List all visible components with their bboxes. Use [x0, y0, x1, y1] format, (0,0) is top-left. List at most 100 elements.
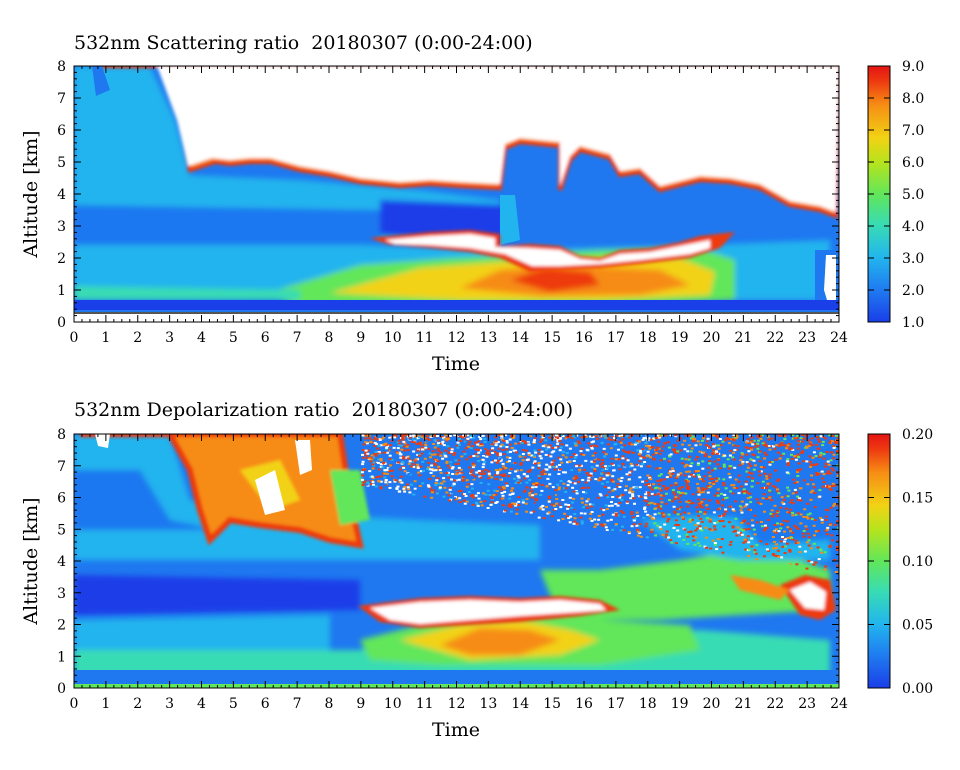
noise-speckle — [648, 475, 652, 478]
noise-speckle — [646, 503, 650, 506]
noise-speckle — [384, 464, 388, 466]
noise-speckle — [639, 535, 643, 538]
noise-speckle — [624, 517, 628, 520]
noise-speckle — [469, 447, 473, 449]
noise-speckle — [722, 514, 726, 517]
noise-speckle — [645, 500, 649, 503]
noise-speckle — [371, 467, 375, 470]
noise-speckle — [728, 543, 732, 546]
noise-speckle — [495, 461, 499, 464]
noise-speckle — [825, 533, 829, 536]
noise-speckle — [574, 454, 578, 457]
x-tick-label: 19 — [671, 696, 689, 712]
noise-speckle — [715, 450, 718, 453]
noise-speckle — [562, 482, 566, 485]
noise-speckle — [558, 440, 562, 443]
noise-speckle — [802, 515, 806, 518]
noise-speckle — [472, 496, 476, 499]
noise-speckle — [428, 452, 432, 455]
noise-speckle — [412, 450, 416, 453]
noise-speckle — [810, 463, 814, 466]
noise-speckle — [697, 475, 701, 478]
noise-speckle — [645, 479, 649, 482]
noise-speckle — [744, 548, 748, 551]
noise-speckle — [835, 546, 839, 548]
noise-speckle — [813, 506, 817, 509]
noise-speckle — [560, 434, 563, 436]
noise-speckle — [446, 445, 450, 448]
noise-speckle — [575, 465, 579, 468]
noise-speckle — [691, 493, 695, 496]
noise-speckle — [505, 446, 509, 448]
noise-speckle — [685, 463, 688, 466]
noise-speckle — [547, 454, 551, 457]
noise-speckle — [496, 472, 499, 475]
noise-speckle — [551, 438, 555, 441]
noise-speckle — [432, 475, 436, 477]
noise-speckle — [439, 440, 443, 443]
noise-speckle — [437, 447, 440, 450]
noise-speckle — [535, 482, 539, 485]
noise-speckle — [559, 458, 563, 461]
noise-speckle — [638, 440, 641, 443]
colorbar-tick-label: 0.20 — [902, 427, 933, 443]
noise-speckle — [527, 443, 531, 446]
noise-speckle — [506, 451, 510, 454]
noise-speckle — [821, 477, 825, 480]
noise-speckle — [590, 511, 594, 513]
noise-speckle — [657, 505, 661, 508]
noise-speckle — [497, 434, 501, 437]
noise-speckle — [518, 455, 522, 458]
noise-speckle — [610, 501, 613, 503]
noise-speckle — [602, 509, 606, 512]
noise-speckle — [672, 527, 676, 529]
noise-speckle — [542, 469, 546, 472]
noise-speckle — [385, 451, 389, 454]
noise-speckle — [533, 439, 536, 442]
noise-speckle — [583, 468, 587, 471]
noise-speckle — [669, 434, 673, 437]
noise-speckle — [476, 492, 480, 495]
noise-speckle — [597, 458, 601, 461]
noise-speckle — [740, 500, 744, 503]
noise-speckle — [654, 534, 658, 537]
noise-speckle — [486, 451, 490, 454]
noise-speckle — [603, 523, 607, 526]
noise-speckle — [603, 485, 607, 488]
noise-speckle — [673, 444, 676, 447]
noise-speckle — [677, 487, 681, 490]
noise-speckle — [507, 505, 511, 508]
noise-speckle — [550, 461, 554, 464]
noise-speckle — [626, 459, 630, 462]
noise-speckle — [667, 536, 670, 539]
noise-speckle — [447, 494, 451, 497]
x-tick-label: 18 — [639, 330, 657, 346]
noise-speckle — [654, 452, 658, 454]
noise-speckle — [610, 438, 614, 441]
noise-speckle — [776, 522, 779, 525]
noise-speckle — [622, 449, 625, 452]
noise-speckle — [505, 461, 509, 463]
noise-speckle — [470, 495, 473, 498]
noise-speckle — [779, 527, 783, 530]
noise-speckle — [608, 492, 611, 495]
noise-speckle — [708, 475, 712, 478]
noise-speckle — [696, 491, 700, 493]
noise-speckle — [369, 441, 373, 443]
noise-speckle — [671, 489, 675, 492]
noise-speckle — [768, 482, 772, 485]
noise-speckle — [616, 504, 620, 507]
noise-speckle — [796, 471, 799, 473]
noise-speckle — [613, 439, 617, 442]
noise-speckle — [545, 468, 549, 471]
noise-speckle — [745, 453, 749, 456]
noise-speckle — [713, 542, 717, 544]
noise-speckle — [772, 554, 776, 557]
noise-speckle — [579, 450, 583, 453]
noise-speckle — [410, 441, 414, 443]
noise-speckle — [469, 436, 473, 439]
noise-speckle — [836, 548, 839, 551]
noise-speckle — [627, 478, 631, 481]
noise-speckle — [599, 463, 603, 466]
noise-speckle — [701, 467, 705, 470]
